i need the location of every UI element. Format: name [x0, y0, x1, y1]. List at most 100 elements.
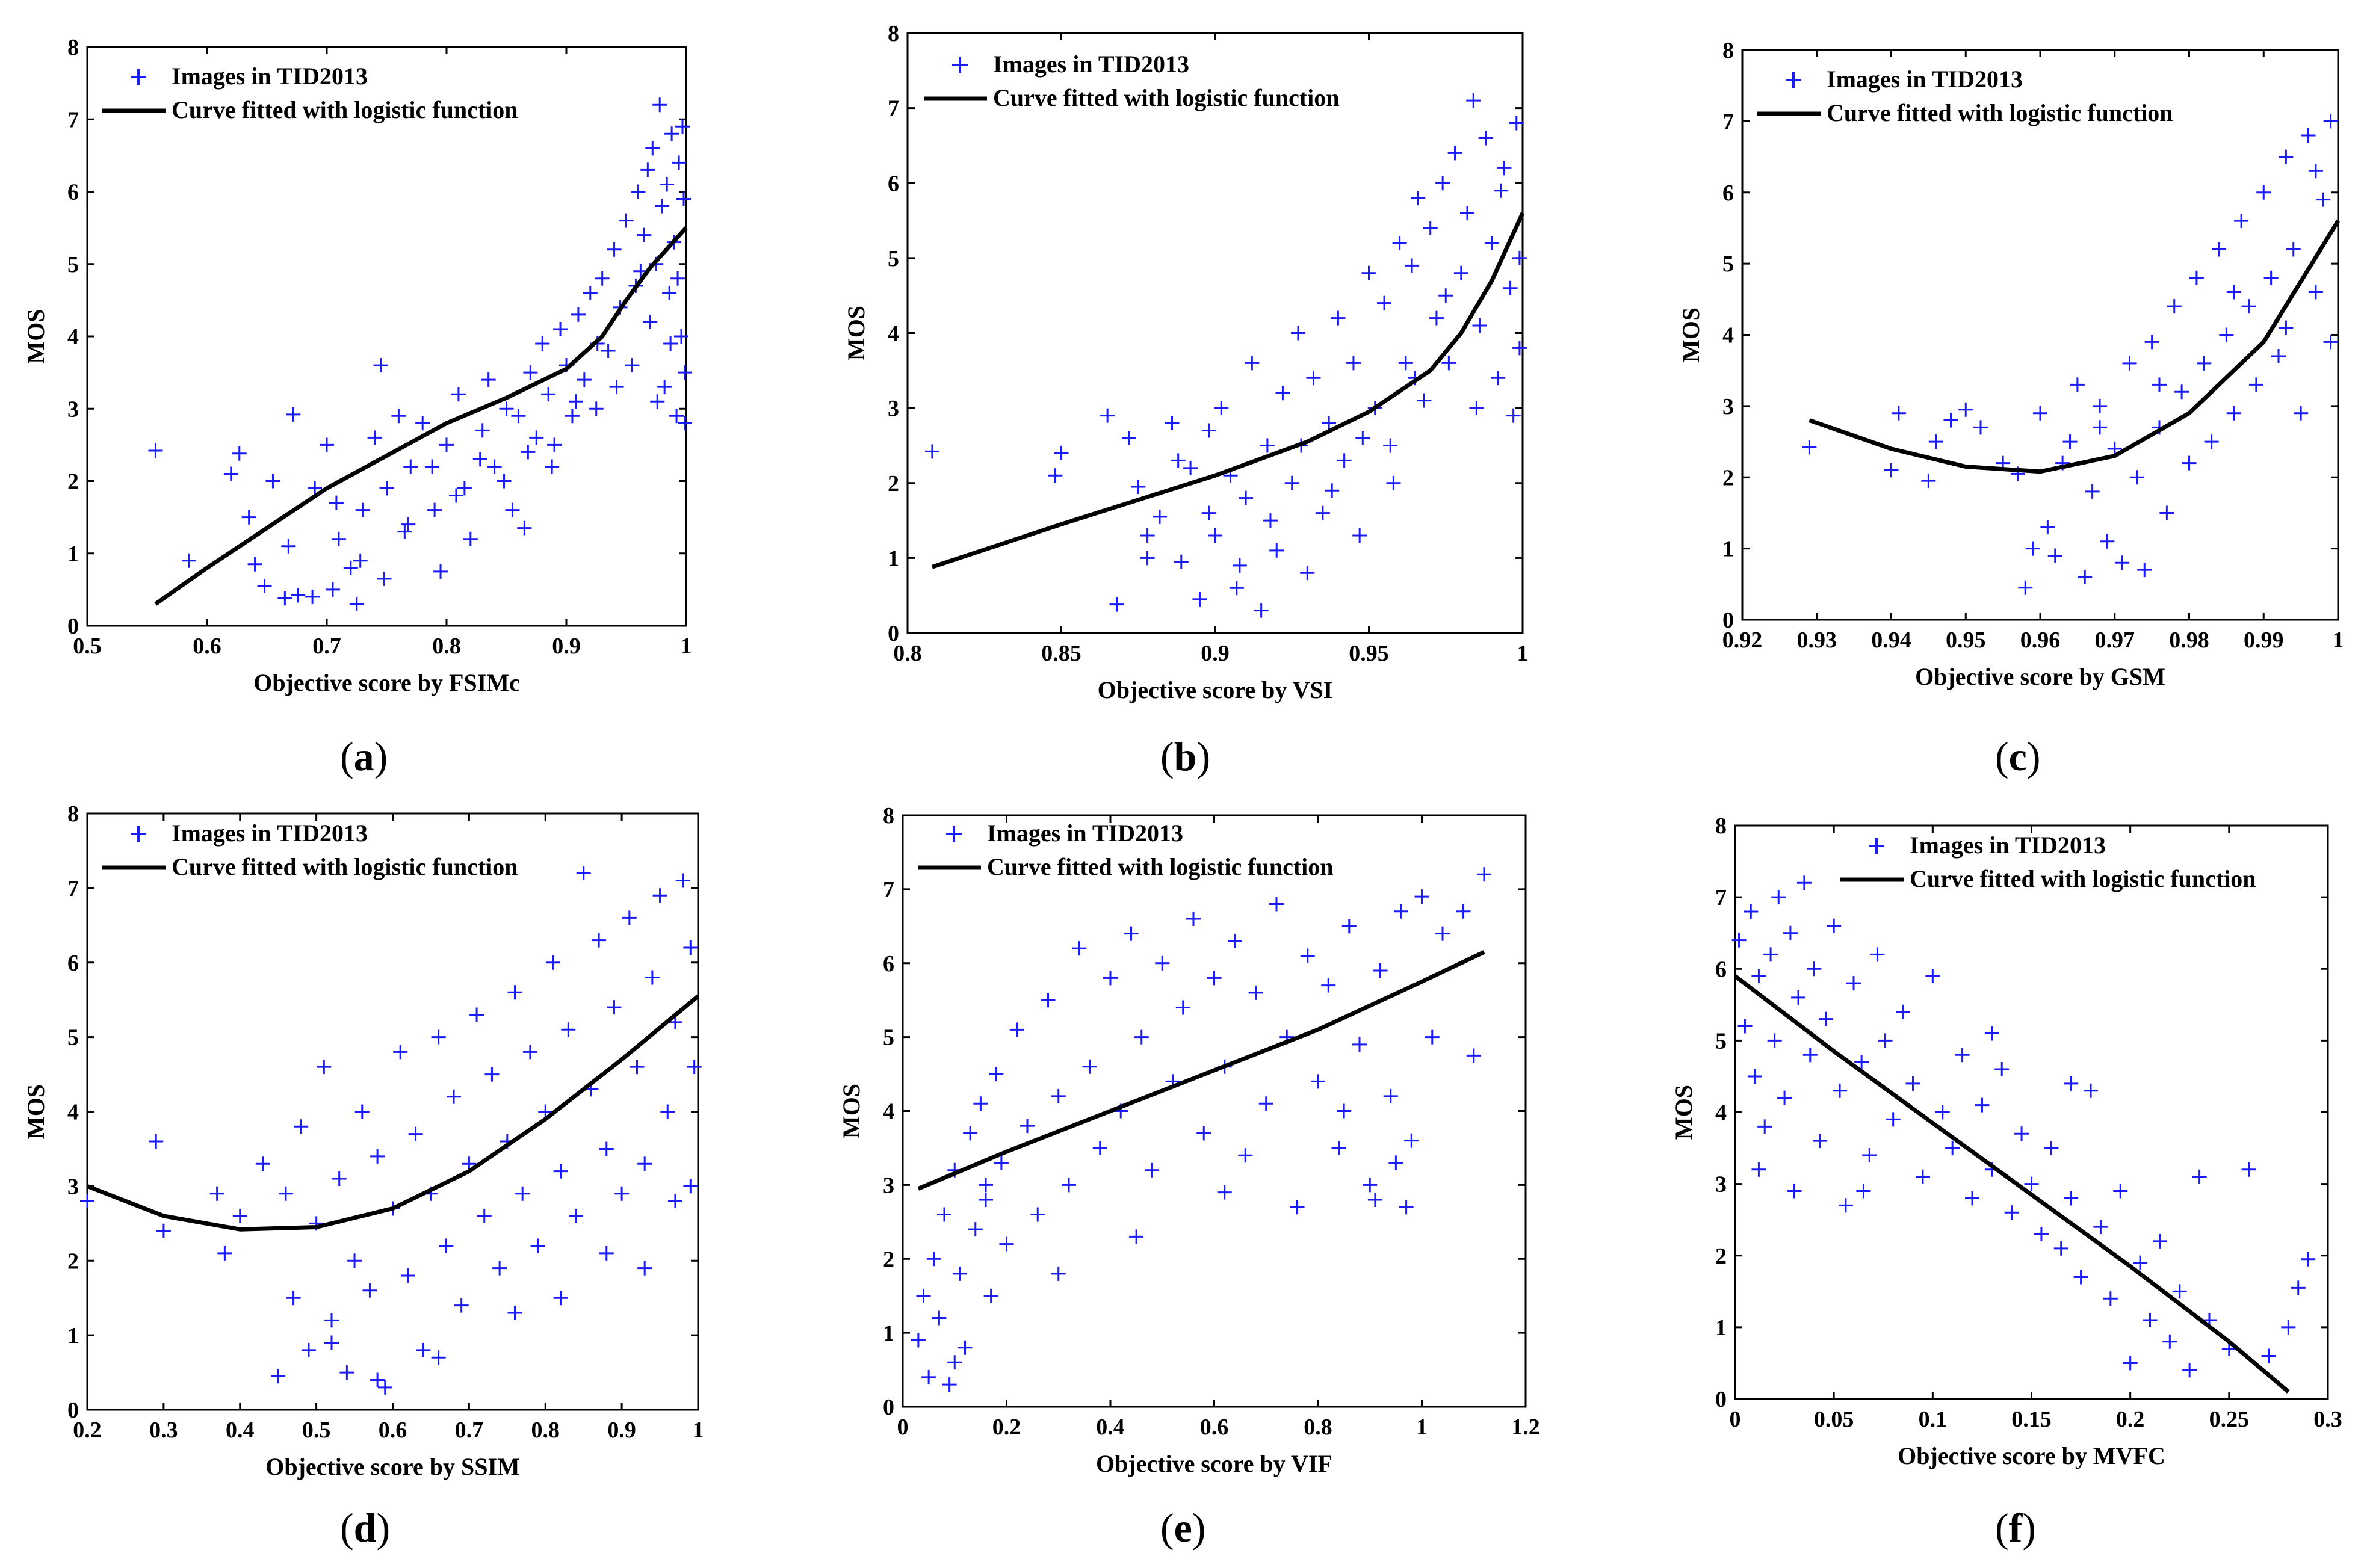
- data-point: [1346, 356, 1361, 371]
- data-point: [324, 1335, 339, 1350]
- x-tick-label-b: 1: [1517, 641, 1529, 666]
- data-point: [1352, 1037, 1367, 1052]
- data-point: [2192, 1169, 2207, 1184]
- data-point: [1103, 971, 1118, 986]
- data-point: [499, 401, 514, 416]
- data-point: [1041, 993, 1056, 1008]
- data-point: [1955, 1048, 1970, 1063]
- x-tick-label-e: 1: [1416, 1415, 1428, 1440]
- data-point: [2123, 1356, 2138, 1371]
- data-point: [517, 520, 532, 536]
- data-point: [2014, 1126, 2029, 1141]
- data-point: [1737, 1019, 1753, 1034]
- data-point: [932, 1310, 947, 1326]
- y-tick-label-e: 4: [883, 1099, 894, 1125]
- data-point: [367, 430, 382, 445]
- data-point: [332, 1171, 347, 1186]
- data-point: [1263, 513, 1278, 528]
- data-point: [1155, 955, 1170, 971]
- legend-label-points: Images in TID2013: [172, 819, 368, 847]
- legend-label-points: Images in TID2013: [1910, 832, 2106, 859]
- x-axis-label-b: Objective score by VSI: [1098, 676, 1333, 703]
- data-point: [2291, 1280, 2306, 1295]
- data-point: [921, 1369, 936, 1384]
- y-tick-label-d: 4: [67, 1100, 79, 1125]
- data-point: [451, 387, 466, 402]
- data-point: [1896, 1004, 1911, 1019]
- data-point: [1484, 235, 1499, 250]
- data-point: [630, 1060, 645, 1075]
- x-tick-label-e: 1.2: [1511, 1415, 1540, 1440]
- data-point: [2308, 164, 2323, 179]
- data-point: [1394, 904, 1408, 919]
- data-point: [924, 444, 939, 459]
- data-point: [994, 1155, 1009, 1170]
- data-point: [1048, 468, 1063, 483]
- legend-c: Images in TID2013 Curve fitted with logis…: [1757, 66, 2173, 126]
- data-point: [1984, 1026, 1999, 1041]
- data-point: [2204, 434, 2219, 449]
- data-point: [1290, 1200, 1305, 1215]
- data-point: [1838, 1198, 1853, 1213]
- data-point: [2248, 377, 2263, 392]
- data-point: [609, 380, 624, 395]
- data-point: [393, 1045, 408, 1060]
- y-tick-label-f: 3: [1715, 1172, 1727, 1197]
- data-point: [2308, 285, 2323, 300]
- fitted-curve-e: [917, 950, 1485, 1191]
- data-point: [329, 495, 344, 510]
- data-point: [1207, 971, 1222, 986]
- caption-f: (f): [1995, 1505, 2036, 1551]
- data-point: [2137, 563, 2152, 578]
- data-point: [2122, 356, 2137, 371]
- y-tick-label-d: 3: [67, 1174, 79, 1199]
- data-point: [674, 329, 689, 344]
- data-point: [1891, 406, 1906, 421]
- data-point: [1512, 250, 1527, 265]
- data-point: [355, 502, 370, 517]
- data-point: [1020, 1119, 1035, 1134]
- data-point: [2226, 406, 2241, 421]
- fitted-curve-f: [1733, 974, 2290, 1394]
- data-point: [457, 481, 472, 496]
- data-point: [979, 1178, 993, 1193]
- y-tick-label-b: 1: [888, 546, 899, 571]
- x-tick-label-c: 0.92: [1722, 628, 1763, 653]
- data-point: [670, 271, 685, 286]
- data-point: [1306, 371, 1321, 386]
- data-point: [507, 1305, 522, 1320]
- x-tick-label-d: 0.7: [455, 1418, 484, 1443]
- data-point: [1833, 1083, 1848, 1098]
- data-point: [431, 1350, 446, 1365]
- data-point: [2034, 1227, 2049, 1242]
- scatter-series-f: [1731, 875, 2316, 1378]
- data-point: [232, 446, 247, 461]
- y-tick-label-c: 2: [1722, 465, 1734, 490]
- data-point: [1404, 1133, 1419, 1148]
- data-point: [2281, 1320, 2296, 1335]
- legend-b: Images in TID2013 Curve fitted with logis…: [924, 51, 1340, 111]
- data-point: [561, 1022, 576, 1037]
- data-point: [1469, 401, 1484, 416]
- data-point: [916, 1288, 931, 1303]
- scatter-series-a: [148, 97, 693, 611]
- data-point: [2197, 356, 2212, 371]
- data-point: [1337, 453, 1352, 468]
- data-point: [631, 184, 646, 199]
- data-point: [1341, 919, 1357, 934]
- data-point: [1466, 1048, 1481, 1063]
- data-point: [569, 1208, 583, 1223]
- data-point: [294, 1119, 309, 1134]
- scatter-series-e: [911, 867, 1491, 1392]
- data-point: [529, 430, 544, 445]
- data-point: [2182, 455, 2197, 471]
- x-tick-label-e: 0.6: [1200, 1415, 1229, 1440]
- data-point: [660, 177, 675, 192]
- data-point: [530, 1238, 545, 1253]
- x-tick-label-c: 0.99: [2244, 628, 2284, 653]
- data-point: [669, 409, 684, 424]
- data-point: [1254, 603, 1269, 618]
- y-tick-label-d: 5: [67, 1025, 79, 1051]
- data-point: [431, 1029, 446, 1045]
- data-point: [664, 126, 679, 141]
